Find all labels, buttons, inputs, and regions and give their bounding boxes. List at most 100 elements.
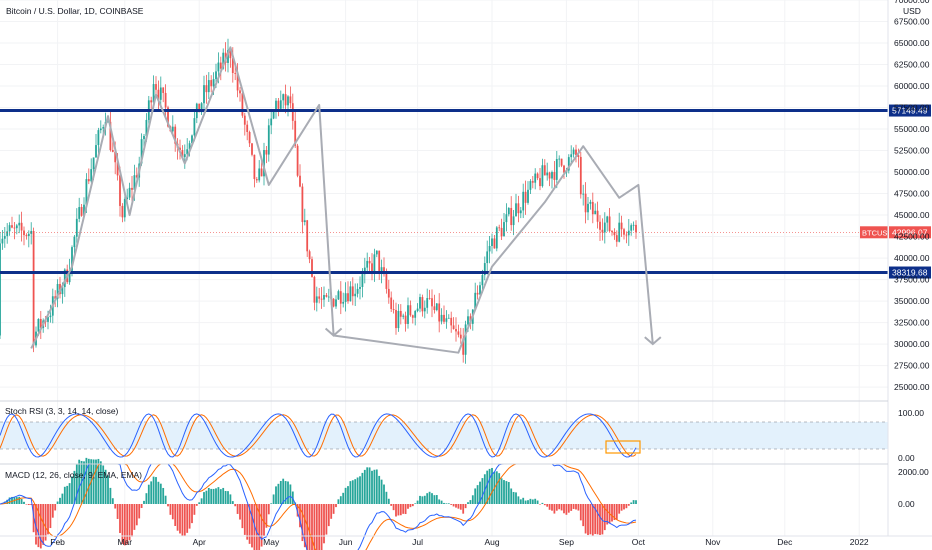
candle [6,231,9,237]
candle [474,292,477,310]
macd-bar [109,487,112,504]
candle [234,72,237,74]
price-tick-label: 35000.00 [894,296,930,306]
macd-bar [558,504,561,510]
candle [174,126,177,144]
candle [325,295,328,297]
candle [459,334,462,339]
candle [107,121,109,123]
macd-bar [97,458,100,504]
highlight-box[interactable] [605,440,641,454]
rsi-k-line [0,413,637,458]
macd-bar [270,503,273,504]
candle [183,154,186,158]
candle [493,238,496,249]
macd-tick-label: 0.00 [898,499,915,509]
candle [20,222,23,231]
macd-bar [632,500,635,504]
candle [255,179,258,181]
candle [450,317,453,326]
macd-bar [63,486,66,504]
candle [560,158,563,166]
rsi-band [0,422,888,449]
candle [438,303,441,322]
macd-bar [162,487,165,504]
projection-path[interactable] [30,46,654,354]
candle [373,254,376,273]
candle [61,287,64,295]
macd-bar [440,500,443,504]
macd-bar [260,504,263,547]
candle [366,260,369,268]
macd-bar [536,500,539,504]
macd-bar [517,496,520,504]
macd-bar [476,485,479,504]
macd-bar [176,504,179,531]
candle [263,150,265,177]
candle [534,173,537,183]
candle [191,135,193,144]
macd-bar [119,504,121,534]
macd-bar [555,504,558,511]
macd-bar [207,487,210,504]
candle [375,250,378,255]
macd-bar [450,504,453,505]
candle [116,162,119,176]
candle [591,201,594,215]
macd-bar [627,504,630,506]
macd-bar [625,504,628,509]
candle [188,143,191,150]
macd-bar [524,500,527,504]
macd-bar [54,504,57,511]
macd-bar [111,498,114,504]
price-tick-label: 37500.00 [894,275,930,285]
macd-bar [301,504,304,542]
candle [512,216,515,226]
macd-bar [95,459,97,504]
candle [282,94,285,101]
candle [162,87,165,93]
candle [200,103,203,113]
candle [3,236,6,239]
candle [558,158,561,160]
price-pane[interactable]: 57149.49 38319.68 BTCUSD 42996.07 [0,38,931,364]
candle [323,295,325,300]
macd-bar [277,483,280,504]
candle [126,197,129,200]
macd-bar [186,504,189,533]
macd-bar [515,492,517,504]
macd-bar [510,488,513,504]
macd-bar [42,504,45,545]
macd-bar [423,495,426,504]
candle [135,175,138,178]
candle [1,238,4,244]
candle [327,296,330,298]
macd-bar [275,486,277,504]
currency-label: USD [903,6,921,16]
candle [265,150,268,155]
candle [603,222,606,233]
macd-bar [443,502,445,504]
candle [311,259,313,277]
candle [277,100,280,109]
time-tick-label: Oct [632,537,646,547]
candle [421,297,424,312]
stoch-rsi-pane[interactable] [0,413,888,458]
candle [301,186,304,223]
candle [510,207,513,226]
candle [219,62,222,69]
candle [109,121,112,151]
price-tick-label: 62500.00 [894,60,930,70]
macd-bar [255,504,258,550]
macd-bar [145,493,148,504]
candle [385,274,388,289]
macd-bar [56,501,59,504]
macd-bar [368,467,371,504]
macd-bar [6,499,9,504]
macd-bar [99,461,102,504]
price-tick-label: 65000.00 [894,38,930,48]
candle [553,172,556,180]
candle [402,315,405,317]
price-tick-label: 60000.00 [894,81,930,91]
